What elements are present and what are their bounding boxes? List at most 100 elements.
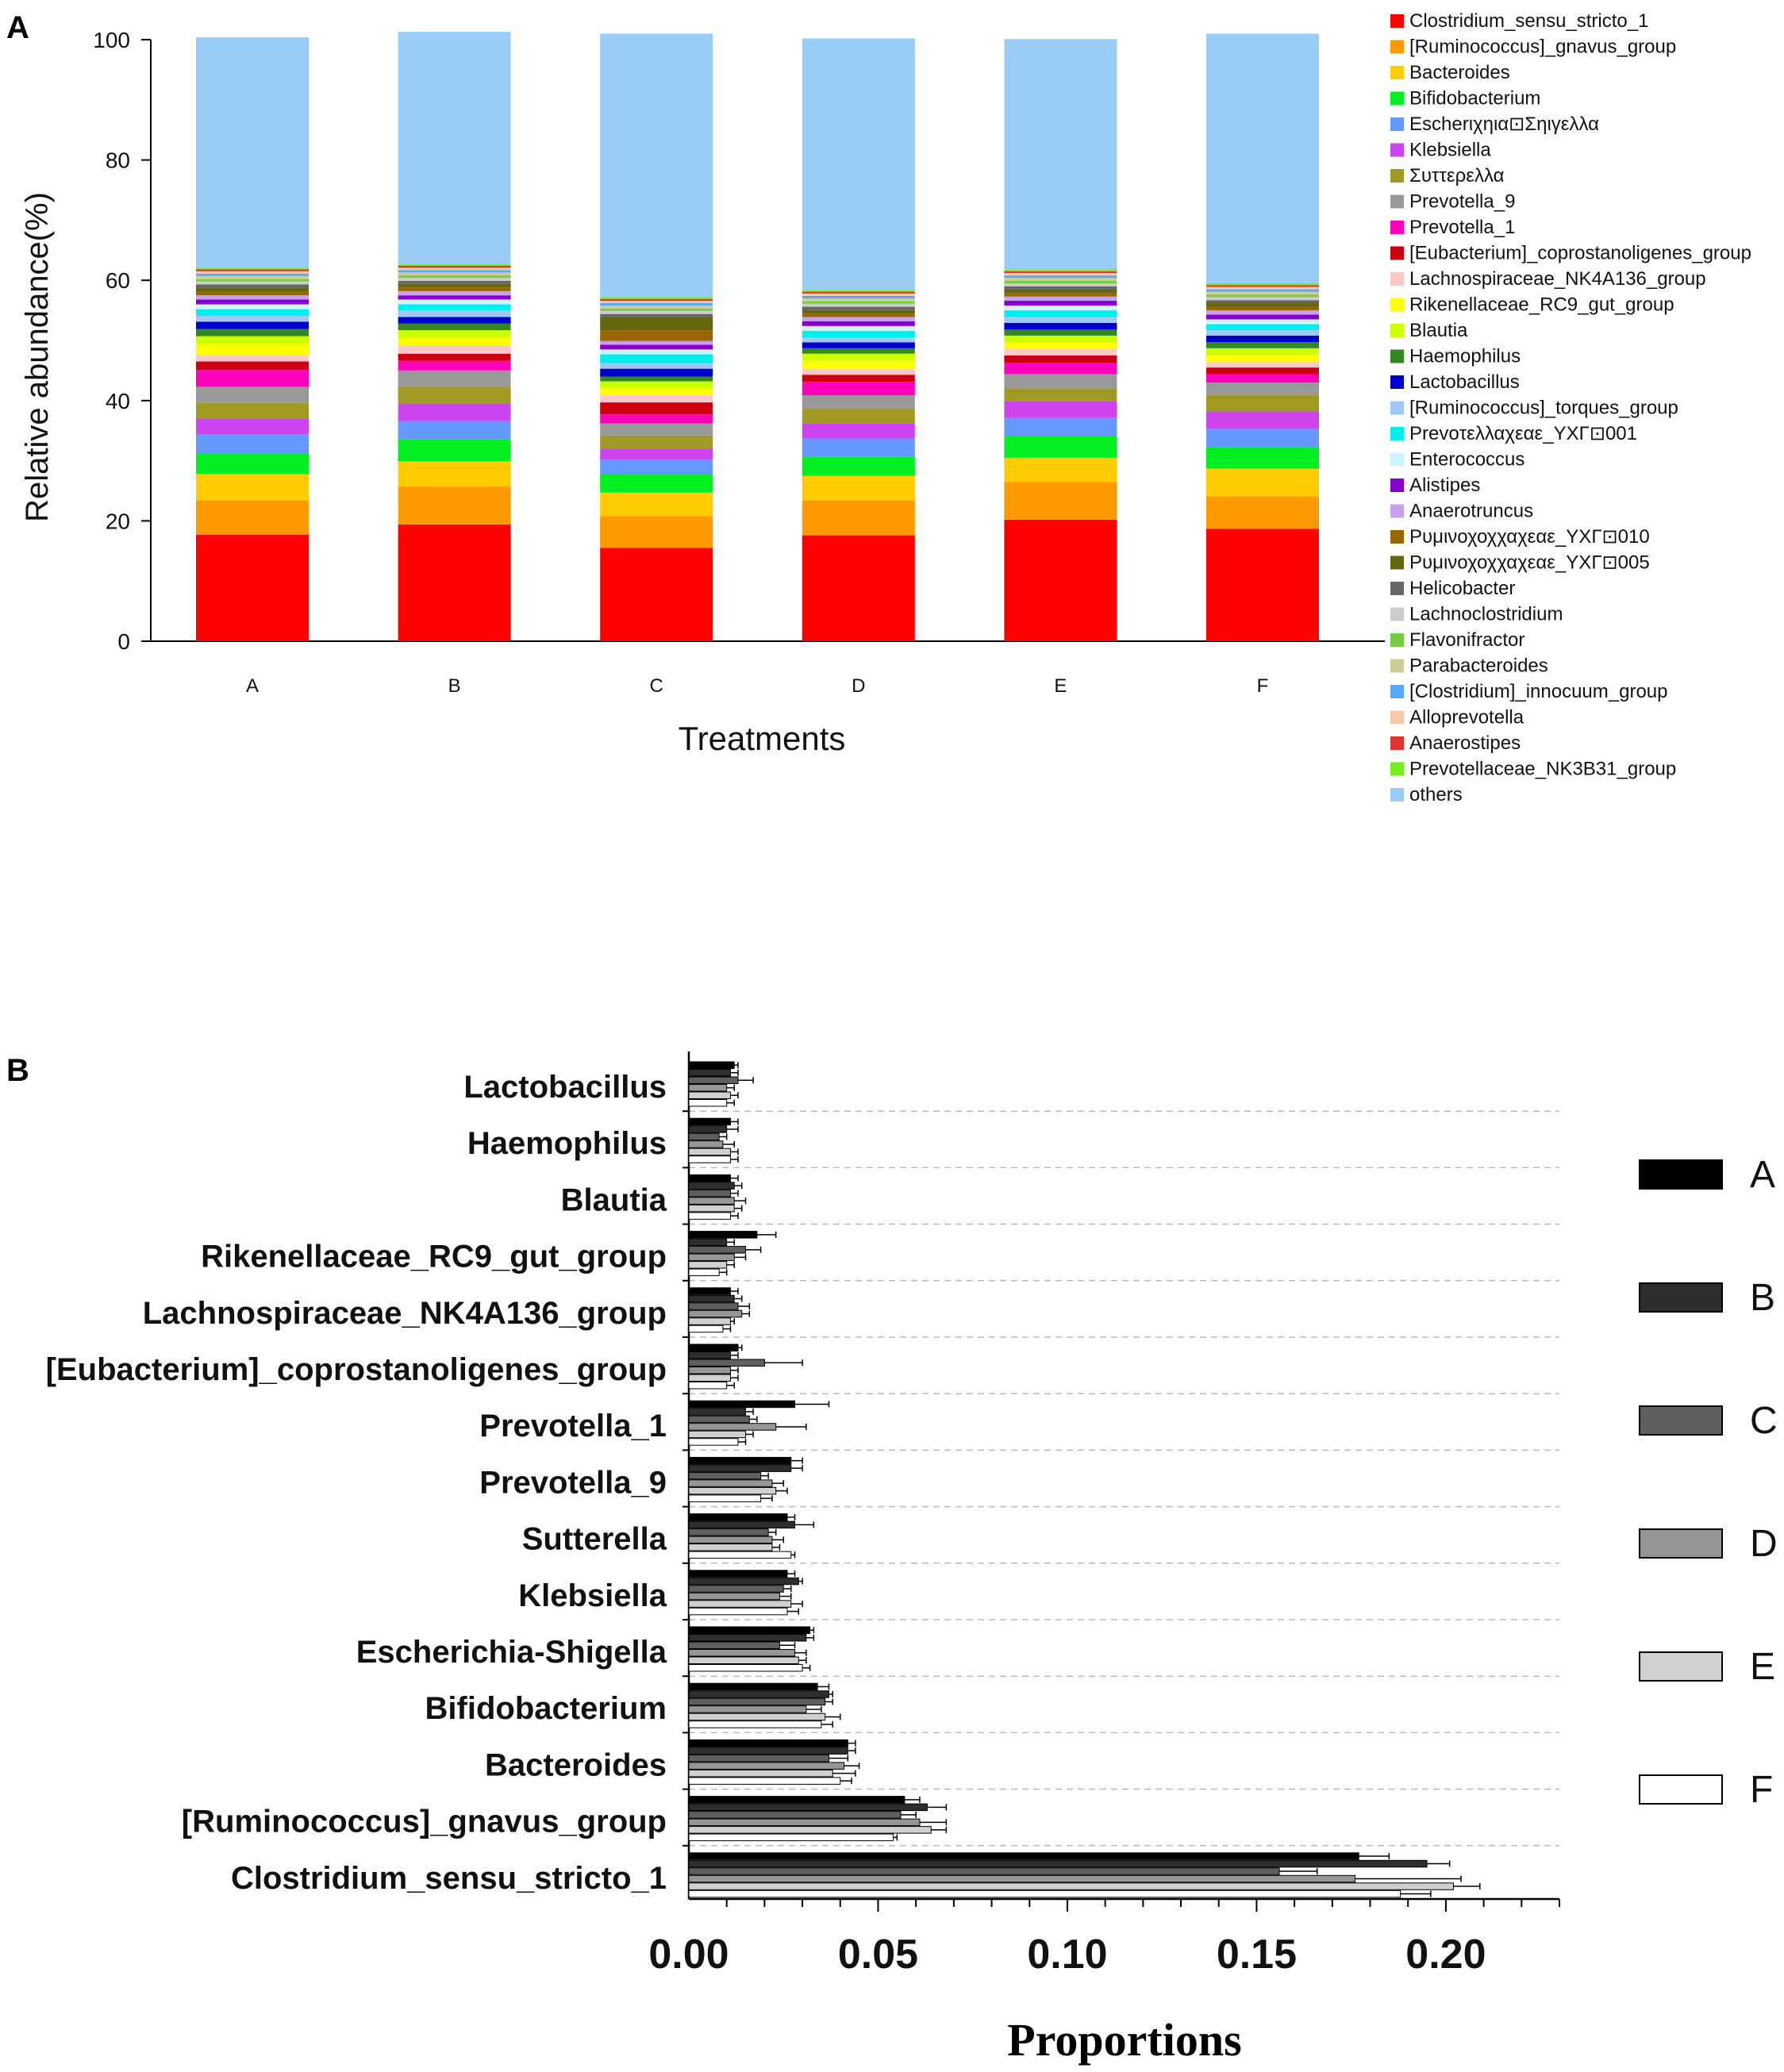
bar-segment <box>1206 303 1319 307</box>
bar-segment <box>1004 374 1117 389</box>
bar-group <box>688 1456 803 1502</box>
bar-segment <box>1004 401 1117 418</box>
legend-item: others <box>1390 784 1463 805</box>
legend-label: [Eubacterium]_coprostanoligenes_group <box>1409 243 1751 264</box>
bar-segment <box>1206 306 1319 311</box>
bar-segment <box>1206 310 1319 315</box>
bar <box>688 1212 731 1220</box>
bar-segment <box>802 295 915 298</box>
bar <box>688 1359 765 1367</box>
legend-swatch <box>1639 1651 1723 1682</box>
category-label: Bacteroides <box>485 1747 667 1782</box>
legend-item: [Ruminococcus]_torques_group <box>1390 398 1678 419</box>
legend-item: F <box>1639 1769 1773 1811</box>
bar-group <box>688 1174 747 1220</box>
category-label: [Ruminococcus]_gnavus_group <box>182 1805 667 1839</box>
bar <box>688 1351 731 1359</box>
legend-item: Clostridium_sensu_stricto_1 <box>1390 10 1648 32</box>
bar-segment <box>1004 273 1117 276</box>
legend-swatch <box>1390 555 1404 570</box>
legend-swatch <box>1390 685 1404 698</box>
bar <box>688 1231 758 1239</box>
bar-segment <box>1206 33 1319 283</box>
bar <box>688 1705 807 1713</box>
bar-segment <box>1206 355 1319 363</box>
legend-item: D <box>1639 1523 1778 1565</box>
bar-segment <box>196 355 309 362</box>
category-label: Lachnospiraceae_NK4A136_group <box>143 1296 667 1331</box>
bar-segment <box>1206 382 1319 395</box>
bar-segment <box>398 353 511 361</box>
bar-segment <box>802 330 915 338</box>
legend-label: Parabacteroides <box>1409 655 1548 677</box>
bar-segment <box>196 336 309 344</box>
bar <box>688 1739 848 1747</box>
bar-group <box>688 1739 860 1785</box>
legend-label: Συττερελλα <box>1409 165 1505 186</box>
x-tick-label: A <box>246 675 259 697</box>
bar-segment <box>802 394 915 409</box>
bar <box>688 1317 731 1325</box>
bar-segment <box>196 304 309 309</box>
bar-segment <box>398 32 511 264</box>
bar <box>688 1253 735 1262</box>
bar-segment <box>1004 329 1117 336</box>
legend-label: [Clostridium]_innocuum_group <box>1409 681 1668 702</box>
bar-group <box>688 1061 754 1107</box>
legend-label: [Ruminococcus]_gnavus_group <box>1409 37 1676 58</box>
bar <box>688 1261 728 1269</box>
bar-segment <box>398 295 511 300</box>
category-label: Prevotella_9 <box>479 1465 667 1500</box>
legend-item: Blautia <box>1390 320 1468 341</box>
legend-label: Ρυμινοχοχχαχεαε_ΥΧΓ⊡010 <box>1409 526 1650 548</box>
bar-segment <box>1206 324 1319 331</box>
legend-swatch <box>1390 582 1404 595</box>
bar <box>688 1634 807 1642</box>
bar <box>688 1486 777 1495</box>
y-tick-label: 60 <box>106 268 130 293</box>
bar-group <box>688 1852 1481 1898</box>
legend-swatch <box>1390 349 1404 363</box>
y-tick-label: 20 <box>106 509 130 533</box>
bar <box>688 1155 731 1163</box>
bar <box>688 1818 921 1827</box>
bar-segment <box>196 370 309 387</box>
bar-segment <box>196 271 309 274</box>
bar-segment <box>1004 482 1117 520</box>
bar-segment <box>802 303 915 307</box>
legend-label: Klebsiella <box>1409 140 1491 161</box>
gridlines <box>689 1110 1559 1847</box>
legend-item: Alloprevotella <box>1390 707 1524 728</box>
bar-segment <box>600 308 713 311</box>
bar-group <box>688 1287 751 1333</box>
bar <box>688 1400 796 1409</box>
bar-segment <box>1004 519 1117 641</box>
bar-segment <box>1206 394 1319 412</box>
bar-segment <box>600 475 713 493</box>
bar <box>688 1140 724 1148</box>
bar-segment <box>398 278 511 281</box>
bar-segment <box>196 534 309 641</box>
bar-segment <box>1004 348 1117 356</box>
legend-item: [Clostridium]_innocuum_group <box>1390 681 1668 702</box>
bar-segment <box>196 273 309 276</box>
y-axis: 0 20 40 60 80 100 <box>93 28 152 654</box>
bar-segment <box>398 323 511 331</box>
legend-item: Bacteroides <box>1390 62 1510 83</box>
bar <box>688 1592 780 1601</box>
bar-segment <box>802 309 915 313</box>
x-tick-label: 0.05 <box>838 1932 918 1978</box>
bar-stack <box>802 38 915 641</box>
bar-segment <box>1206 294 1319 298</box>
bar <box>688 1117 731 1126</box>
bar <box>688 1649 796 1657</box>
bar-segment <box>398 421 511 440</box>
bar <box>688 1309 743 1318</box>
bar <box>688 1408 747 1416</box>
category-label: Clostridium_sensu_stricto_1 <box>231 1861 667 1896</box>
bar <box>688 1867 1280 1875</box>
bar-segment <box>802 375 915 382</box>
legend-label: Lachnospiraceae_NK4A136_group <box>1409 268 1706 290</box>
bar <box>688 1415 750 1424</box>
bar-segment <box>600 381 713 389</box>
